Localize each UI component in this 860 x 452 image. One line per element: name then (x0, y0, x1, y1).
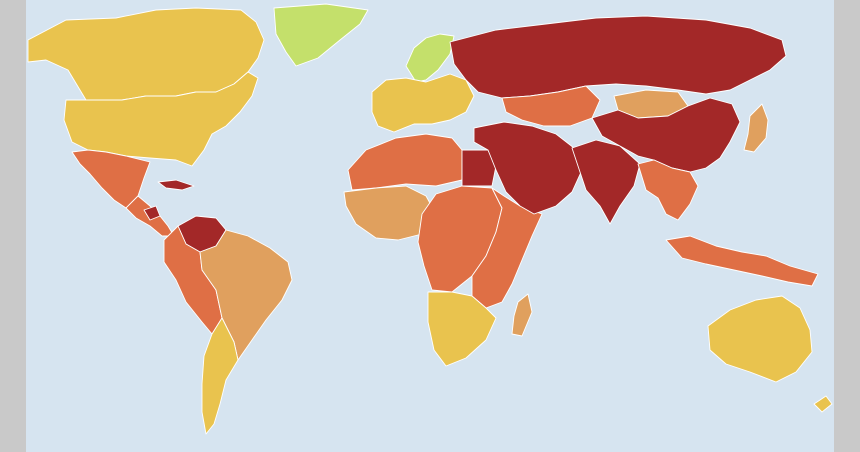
south-asia-region (571, 139, 641, 225)
cuba-region (157, 179, 195, 191)
argentina-chile-region (201, 317, 239, 435)
western-europe-region (371, 73, 475, 133)
russia-region (449, 15, 787, 99)
brazil-region (199, 229, 293, 361)
china-region (591, 97, 741, 173)
middle-east-region (473, 121, 583, 215)
southern-africa-region (427, 291, 497, 367)
madagascar-region (511, 293, 533, 337)
map-canvas (26, 0, 834, 452)
egypt-region (461, 149, 497, 187)
nicaragua-region (143, 205, 161, 221)
new-zealand-region (813, 395, 833, 413)
world-map (26, 0, 834, 452)
southeast-asia-region (637, 159, 699, 221)
indonesia-region (665, 235, 819, 287)
greenland-region (273, 3, 369, 67)
australia-region (707, 295, 813, 383)
japan-region (743, 103, 769, 153)
